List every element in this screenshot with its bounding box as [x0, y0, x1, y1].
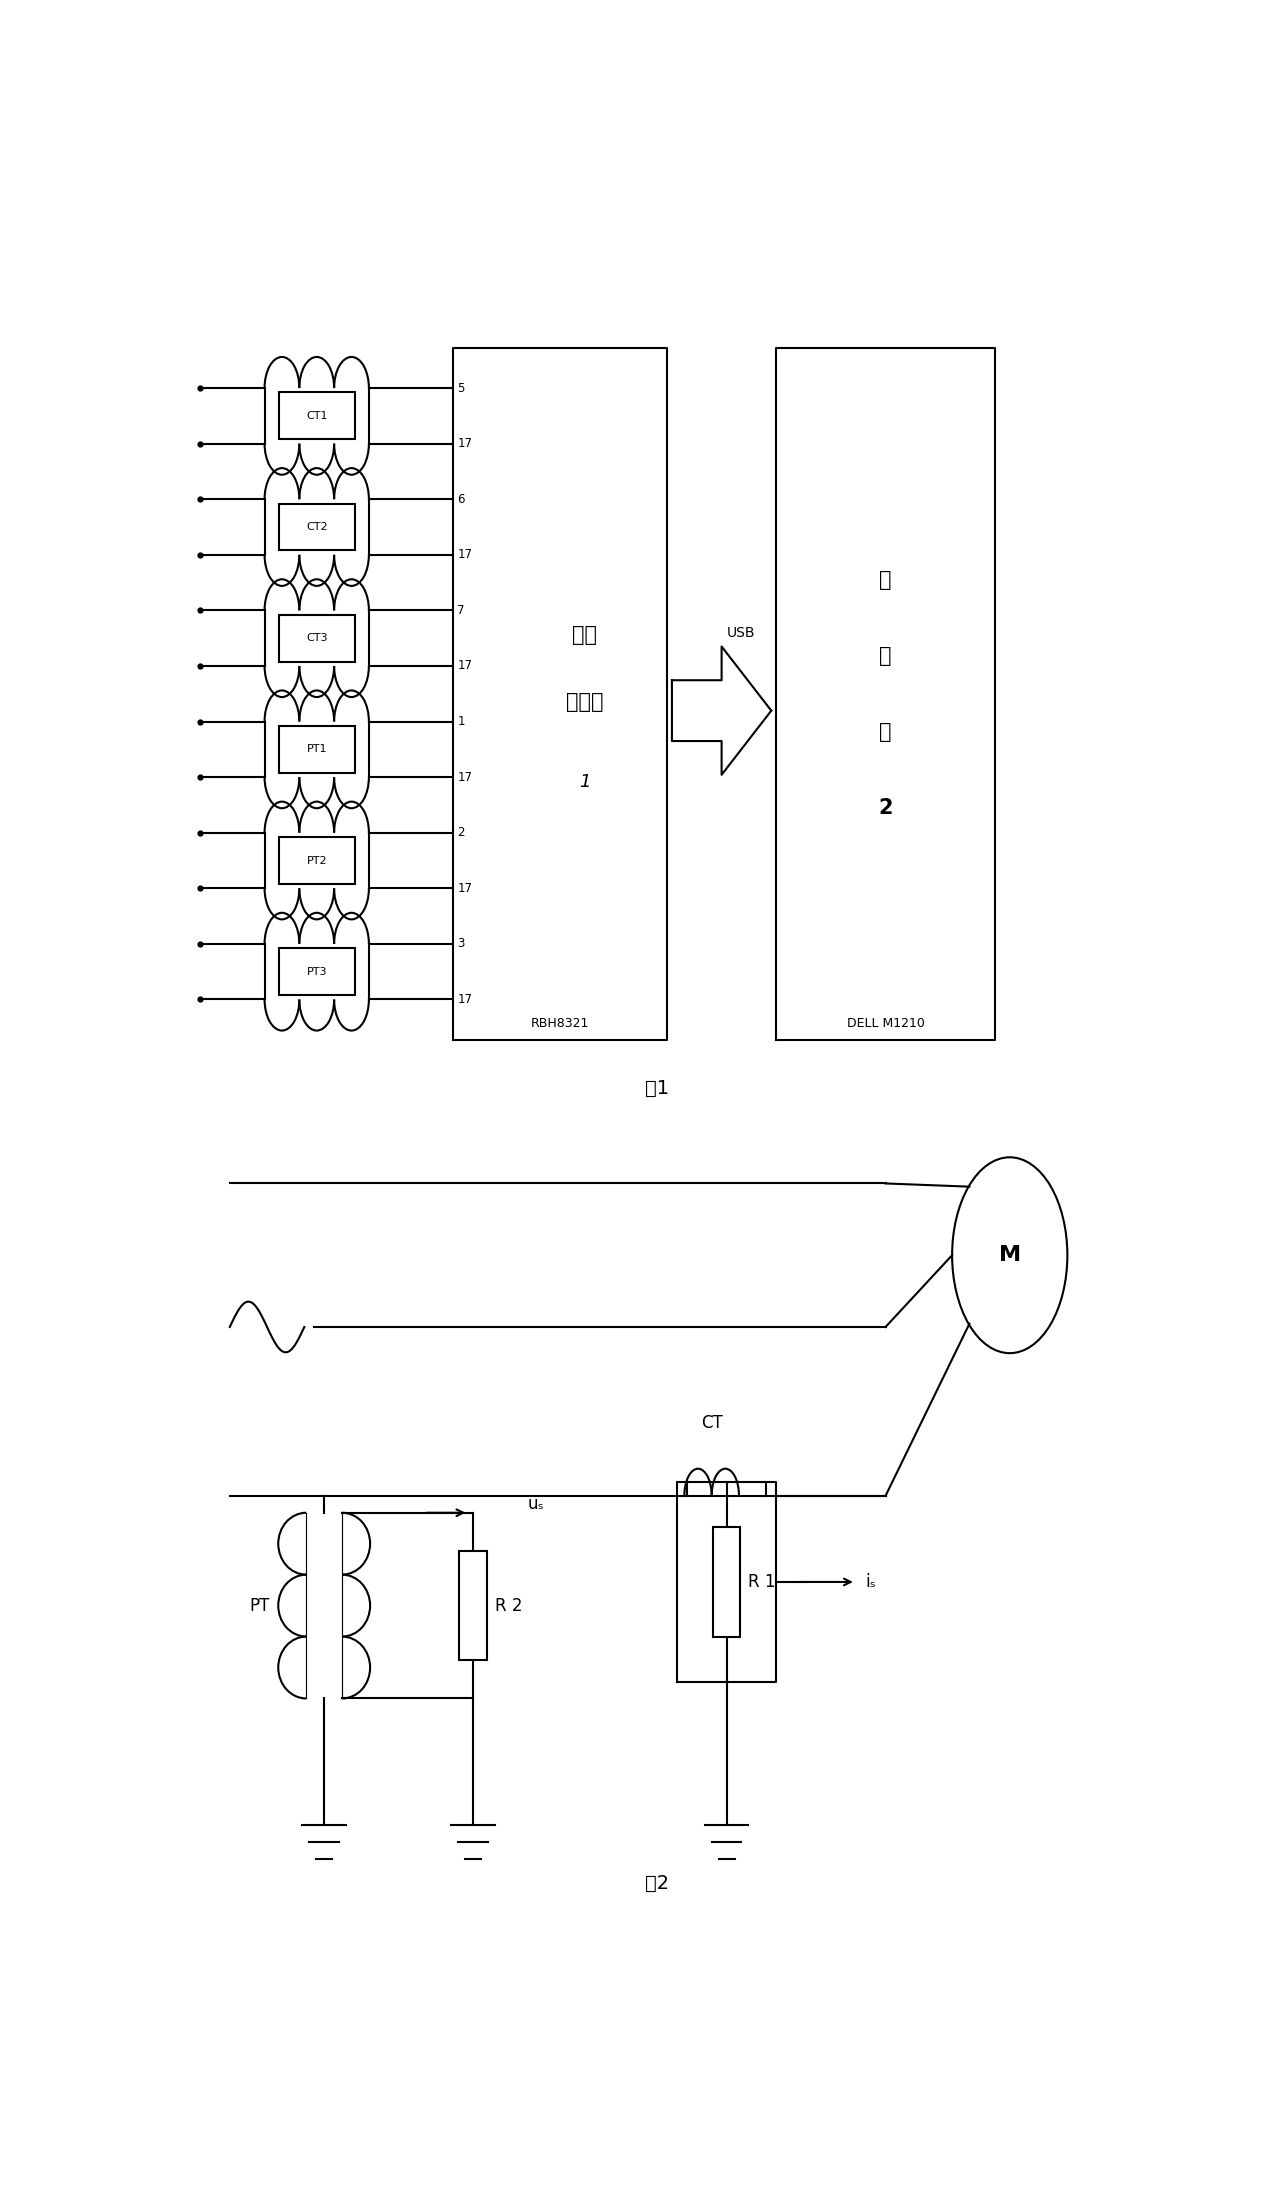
Text: CT2: CT2 [306, 522, 328, 533]
Text: 17: 17 [458, 993, 472, 1007]
Text: 信号: 信号 [573, 625, 597, 645]
Text: PT1: PT1 [306, 743, 327, 754]
Text: 17: 17 [458, 882, 472, 895]
Text: uₛ: uₛ [528, 1496, 545, 1513]
Text: 3: 3 [458, 936, 464, 950]
Text: 计: 计 [879, 570, 892, 590]
Text: 1: 1 [458, 715, 465, 728]
Text: 17: 17 [458, 436, 472, 450]
Text: CT3: CT3 [306, 634, 328, 643]
Text: M: M [999, 1246, 1020, 1265]
Text: 算: 算 [879, 645, 892, 667]
Text: DELL M1210: DELL M1210 [846, 1018, 924, 1031]
Text: PT: PT [250, 1597, 269, 1614]
Text: PT2: PT2 [306, 855, 327, 866]
Bar [459, 1550, 487, 1660]
Text: CT: CT [701, 1414, 723, 1432]
Bar [279, 838, 355, 884]
Bar [279, 726, 355, 772]
Text: RBH8321: RBH8321 [531, 1018, 590, 1031]
Text: R 1: R 1 [749, 1572, 776, 1590]
Bar [279, 393, 355, 439]
Text: 6: 6 [458, 493, 465, 507]
Text: 图2: 图2 [645, 1873, 669, 1893]
Text: USB: USB [727, 625, 755, 640]
Text: 7: 7 [458, 603, 465, 616]
Text: iₛ: iₛ [865, 1572, 877, 1590]
Text: 2: 2 [878, 798, 892, 818]
Text: 机: 机 [879, 721, 892, 741]
Bar [279, 947, 355, 996]
Text: R 2: R 2 [495, 1597, 523, 1614]
Text: 17: 17 [458, 548, 472, 561]
Text: PT3: PT3 [306, 967, 327, 976]
Bar [279, 504, 355, 550]
Bar [713, 1526, 741, 1636]
Bar [279, 614, 355, 662]
Text: 17: 17 [458, 770, 472, 783]
Text: 图1: 图1 [645, 1079, 669, 1099]
Text: CT1: CT1 [306, 410, 328, 421]
Text: 5: 5 [458, 382, 464, 395]
Text: 1: 1 [579, 772, 591, 789]
Text: 2: 2 [458, 827, 465, 840]
Text: 采集卡: 采集卡 [567, 693, 604, 713]
Text: 17: 17 [458, 660, 472, 673]
